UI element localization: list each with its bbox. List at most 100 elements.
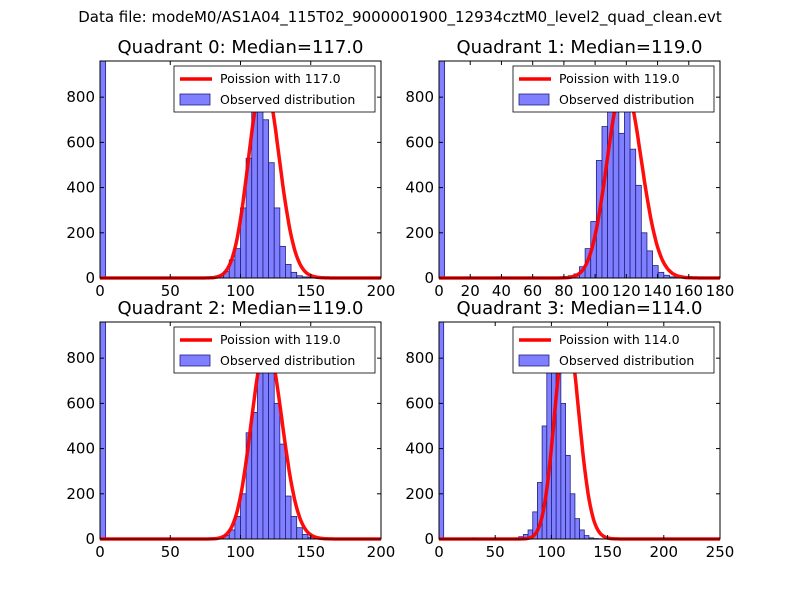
legend-bar-swatch [179, 93, 211, 106]
histogram-bar [579, 529, 585, 540]
quadrant-panel-2: Quadrant 2: Median=119.0 0 50 100 150 200 0 200… [66, 298, 395, 561]
histogram-bar [657, 271, 665, 279]
histogram-bars [99, 60, 320, 279]
histogram-bar [438, 321, 445, 540]
x-tick-label: 0 [95, 543, 105, 561]
figure-title: Data file: modeM0/AS1A04_115T02_90000019… [78, 8, 722, 26]
histogram-bar [640, 232, 648, 279]
histogram-bar [569, 493, 576, 540]
poisson-fit-line [439, 81, 720, 280]
x-tick-label: 160 [674, 282, 703, 300]
panel-title: Quadrant 1: Median=119.0 [457, 37, 703, 58]
legend: Poission with 119.0 Observed distribution [512, 65, 715, 113]
x-tick-label: 100 [581, 282, 610, 300]
histogram-bar [279, 245, 286, 279]
y-tick-label: 200 [66, 224, 95, 242]
x-tick-label: 150 [296, 543, 325, 561]
legend-label-poisson: Poission with 119.0 [220, 332, 341, 347]
x-tick-label: 100 [537, 543, 566, 561]
y-tick-label: 400 [405, 440, 434, 458]
panel-title: Quadrant 0: Median=117.0 [118, 37, 364, 58]
histogram-bar [251, 412, 258, 540]
panel-title: Quadrant 3: Median=114.0 [457, 298, 703, 319]
y-tick-label: 800 [66, 88, 95, 106]
x-tick-label: 250 [706, 543, 735, 561]
y-tick-label: 600 [405, 394, 434, 412]
legend-label-poisson: Poission with 119.0 [559, 71, 680, 86]
legend-bar-swatch [518, 93, 550, 106]
x-tick-label: 150 [593, 543, 622, 561]
y-tick-label: 200 [66, 485, 95, 503]
x-tick-label: 200 [649, 543, 678, 561]
histogram-bar [99, 321, 107, 540]
y-tick-label: 800 [66, 349, 95, 367]
quadrant-panel-0: Quadrant 0: Median=117.0 0 50 100 150 200 0 200… [66, 37, 395, 300]
histogram-bar [438, 60, 446, 279]
x-tick-label: 0 [434, 543, 444, 561]
quadrant-panel-1: Quadrant 1: Median=119.00 20 40 60 80 100 120 1… [405, 37, 734, 300]
axes-frame [438, 60, 721, 279]
y-tick-label: 800 [405, 349, 434, 367]
histogram-bar [273, 207, 281, 279]
histogram-bar [234, 248, 241, 279]
y-tick-label: 400 [66, 179, 95, 197]
x-tick-label: 120 [612, 282, 641, 300]
legend-label-observed: Observed distribution [220, 353, 355, 368]
histogram-bar [646, 250, 653, 279]
histogram-bar [618, 132, 625, 279]
legend-label-poisson: Poission with 114.0 [559, 332, 680, 347]
histogram-bar [268, 369, 275, 540]
x-tick-label: 140 [643, 282, 672, 300]
histogram-bar [273, 402, 281, 540]
x-tick-label: 50 [486, 543, 505, 561]
legend-bar-swatch [179, 354, 211, 367]
histogram-bar [565, 454, 571, 540]
y-tick-label: 400 [66, 440, 95, 458]
histogram-bar [583, 535, 590, 540]
x-tick-label: 180 [706, 282, 735, 300]
histogram-bar [262, 119, 270, 279]
legend: Poission with 119.0 Observed distribution [173, 326, 376, 374]
y-tick-label: 400 [405, 179, 434, 197]
histogram-bar [290, 515, 298, 540]
y-tick-label: 600 [66, 133, 95, 151]
histogram-bar [99, 60, 107, 279]
histogram-bar [635, 184, 642, 279]
x-tick-label: 200 [367, 282, 396, 300]
histogram-bar [285, 495, 292, 540]
histogram-bar [262, 353, 270, 540]
x-tick-label: 60 [523, 282, 542, 300]
x-tick-label: 20 [461, 282, 480, 300]
histogram-bar [574, 518, 581, 540]
y-tick-label: 0 [424, 269, 434, 287]
histogram-bar [301, 534, 309, 540]
y-tick-label: 200 [405, 224, 434, 242]
axes-frame [438, 321, 721, 540]
histogram-bar [624, 92, 631, 279]
histogram-bar [268, 162, 275, 279]
y-tick-label: 0 [85, 530, 95, 548]
x-tick-label: 200 [367, 543, 396, 561]
x-tick-label: 100 [226, 543, 255, 561]
y-tick-label: 0 [85, 269, 95, 287]
x-tick-label: 150 [296, 282, 325, 300]
legend-bar-swatch [518, 354, 550, 367]
histogram-bar [290, 271, 298, 279]
legend: Poission with 117.0 Observed distribution [173, 65, 376, 113]
histogram-bar [279, 443, 286, 540]
histogram-bar [560, 402, 566, 540]
panel-title: Quadrant 2: Median=119.0 [118, 298, 364, 319]
y-tick-label: 0 [424, 530, 434, 548]
y-tick-label: 600 [405, 133, 434, 151]
y-tick-label: 800 [405, 88, 434, 106]
histogram-bar [256, 357, 264, 540]
legend-label-poisson: Poission with 117.0 [220, 71, 341, 86]
y-tick-label: 600 [66, 394, 95, 412]
y-tick-label: 200 [405, 485, 434, 503]
quadrant-panel-3: Quadrant 3: Median=114.0 0 50 100 150 200 250 0… [405, 298, 734, 561]
legend: Poission with 114.0 Observed distribution [512, 326, 715, 374]
legend-label-observed: Observed distribution [559, 353, 694, 368]
x-tick-label: 0 [95, 282, 105, 300]
legend-label-observed: Observed distribution [220, 92, 355, 107]
